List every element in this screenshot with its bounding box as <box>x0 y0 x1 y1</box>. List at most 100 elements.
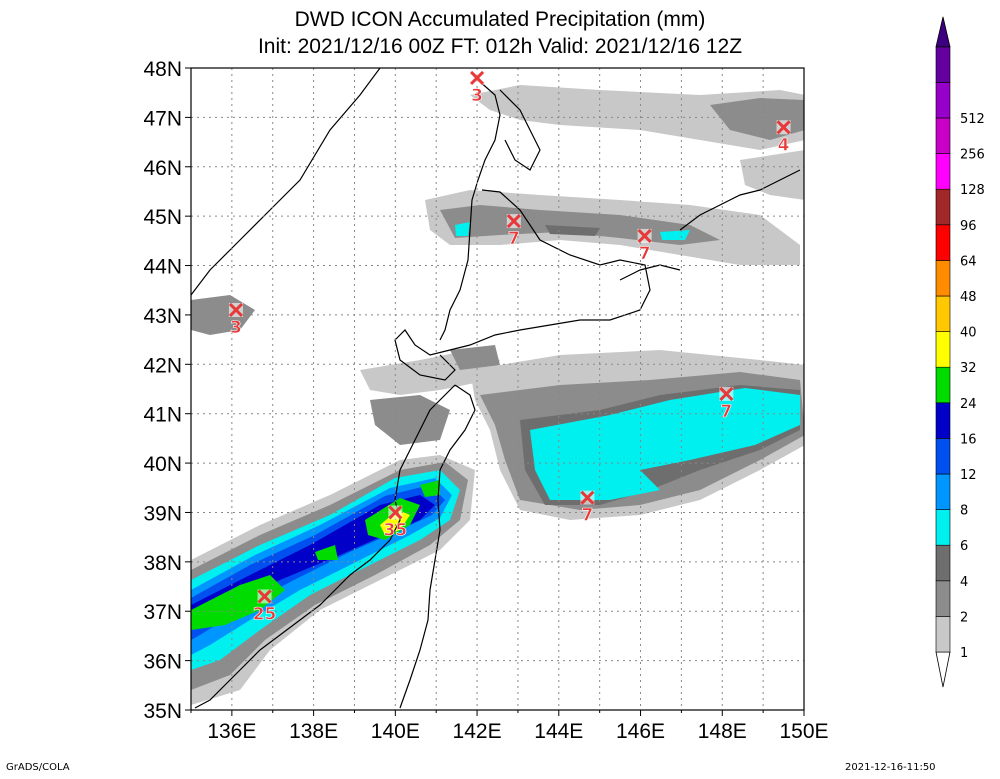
station-marker: 7 <box>719 386 734 422</box>
colorbar-label: 1 <box>960 646 968 661</box>
colorbar-label: 512 <box>960 112 985 127</box>
lon-tick-label: 146E <box>616 720 665 743</box>
lat-tick-label: 43N <box>143 305 182 328</box>
generation-timestamp: 2021-12-16-11:50 <box>845 762 936 773</box>
colorbar-swatch <box>935 402 951 439</box>
colorbar-swatch <box>935 509 951 546</box>
colorbar-swatch <box>935 82 951 119</box>
station-marker: 35 <box>383 505 407 541</box>
lon-tick-label: 144E <box>534 720 583 743</box>
colorbar-swatch <box>935 188 951 226</box>
colorbar-label: 32 <box>960 361 977 376</box>
colorbar-swatch <box>935 438 951 475</box>
lon-tick-label: 138E <box>289 720 338 743</box>
colorbar-swatch <box>935 260 951 297</box>
colorbar-label: 96 <box>960 219 977 234</box>
station-marker: 3 <box>470 70 485 106</box>
lon-tick-label: 150E <box>779 720 828 743</box>
lat-tick-label: 36N <box>143 651 182 674</box>
map-subtitle: Init: 2021/12/16 00Z FT: 012h Valid: 202… <box>257 35 743 58</box>
colorbar-label: 4 <box>960 575 968 590</box>
cross-icon <box>388 505 403 520</box>
coastlines <box>191 68 801 709</box>
colorbar-low-arrow <box>935 651 951 688</box>
cross-icon <box>506 214 521 229</box>
lat-tick-label: 35N <box>143 700 182 723</box>
lat-tick-label: 46N <box>143 157 182 180</box>
station-value-label: 25 <box>253 604 277 624</box>
lat-tick-label: 42N <box>143 354 182 377</box>
graticule <box>191 68 804 710</box>
cross-icon <box>470 70 485 85</box>
lon-tick-label: 136E <box>207 720 256 743</box>
lat-tick-label: 47N <box>143 107 182 130</box>
colorbar-swatch <box>935 616 951 653</box>
colorbar-swatch <box>935 366 951 404</box>
station-marker: 7 <box>506 214 521 249</box>
colorbar-label: 16 <box>960 432 977 447</box>
precipitation-fields <box>191 85 804 705</box>
colorbar-high-arrow <box>935 16 951 48</box>
software-credit: GrADS/COLA <box>6 762 70 773</box>
lat-tick-label: 39N <box>143 502 182 525</box>
station-value-label: 35 <box>383 520 407 540</box>
station-value-label: 3 <box>230 318 242 338</box>
precip-area-hokkaido-north <box>425 190 800 265</box>
lat-tick-label: 44N <box>143 256 182 279</box>
lat-tick-label: 38N <box>143 552 182 575</box>
axis-ticks: 136E 138E 140E 142E 144E 146E 148E 150E35N36N37… <box>143 58 828 743</box>
colorbar-swatch <box>935 544 951 582</box>
colorbar-label: 2 <box>960 610 968 625</box>
colorbar-swatch <box>935 331 951 368</box>
lat-tick-label: 41N <box>143 404 182 427</box>
map-frame <box>190 67 805 711</box>
colorbar-label: 128 <box>960 183 985 198</box>
station-marker: 25 <box>252 589 277 625</box>
lat-tick-label: 37N <box>143 601 182 624</box>
colorbar-swatch <box>935 153 951 190</box>
station-value-label: 7 <box>720 402 732 422</box>
cross-icon <box>580 490 595 505</box>
cross-icon <box>228 302 244 318</box>
station-value-label: 7 <box>581 506 593 526</box>
colorbar-swatch <box>935 473 951 510</box>
station-marker: 4 <box>776 120 791 156</box>
station-value-label: 7 <box>639 244 651 264</box>
colorbar-swatch <box>935 117 951 154</box>
colorbar-swatch <box>935 46 951 83</box>
colorbar-label: 12 <box>960 468 977 483</box>
cross-icon <box>776 120 791 135</box>
colorbar-label: 64 <box>960 254 977 269</box>
station-marker: 7 <box>637 228 652 264</box>
lon-tick-label: 140E <box>371 720 420 743</box>
colorbar-swatch <box>935 580 951 617</box>
station-value-label: 3 <box>471 86 483 106</box>
lon-tick-label: 142E <box>453 720 502 743</box>
precip-area-pacific <box>470 350 804 520</box>
station-marker: 7 <box>580 490 595 526</box>
colorbar-swatch <box>935 295 951 332</box>
precip-area-tsugaru <box>360 345 500 445</box>
station-markers: 3 4 7 7 3 7 35 7 25 <box>228 70 791 625</box>
colorbar-label: 24 <box>960 397 977 412</box>
colorbar-label: 40 <box>960 326 977 341</box>
cross-icon <box>257 589 272 604</box>
colorbar-label: 48 <box>960 290 977 305</box>
cross-icon <box>719 386 734 401</box>
colorbar-label: 8 <box>960 504 968 519</box>
station-marker: 3 <box>228 302 244 338</box>
lat-tick-label: 45N <box>143 206 182 229</box>
colorbar-label: 256 <box>960 148 985 163</box>
station-value-label: 7 <box>508 229 520 249</box>
lat-tick-label: 40N <box>143 453 182 476</box>
map-title: DWD ICON Accumulated Precipitation (mm) <box>294 8 706 31</box>
colorbar-swatch <box>935 224 951 261</box>
lat-tick-label: 48N <box>143 58 182 81</box>
station-value-label: 4 <box>778 135 790 155</box>
colorbar-label: 6 <box>960 539 968 554</box>
lon-tick-label: 148E <box>698 720 747 743</box>
cross-icon <box>637 228 652 243</box>
precip-area-okhotsk <box>470 85 804 200</box>
